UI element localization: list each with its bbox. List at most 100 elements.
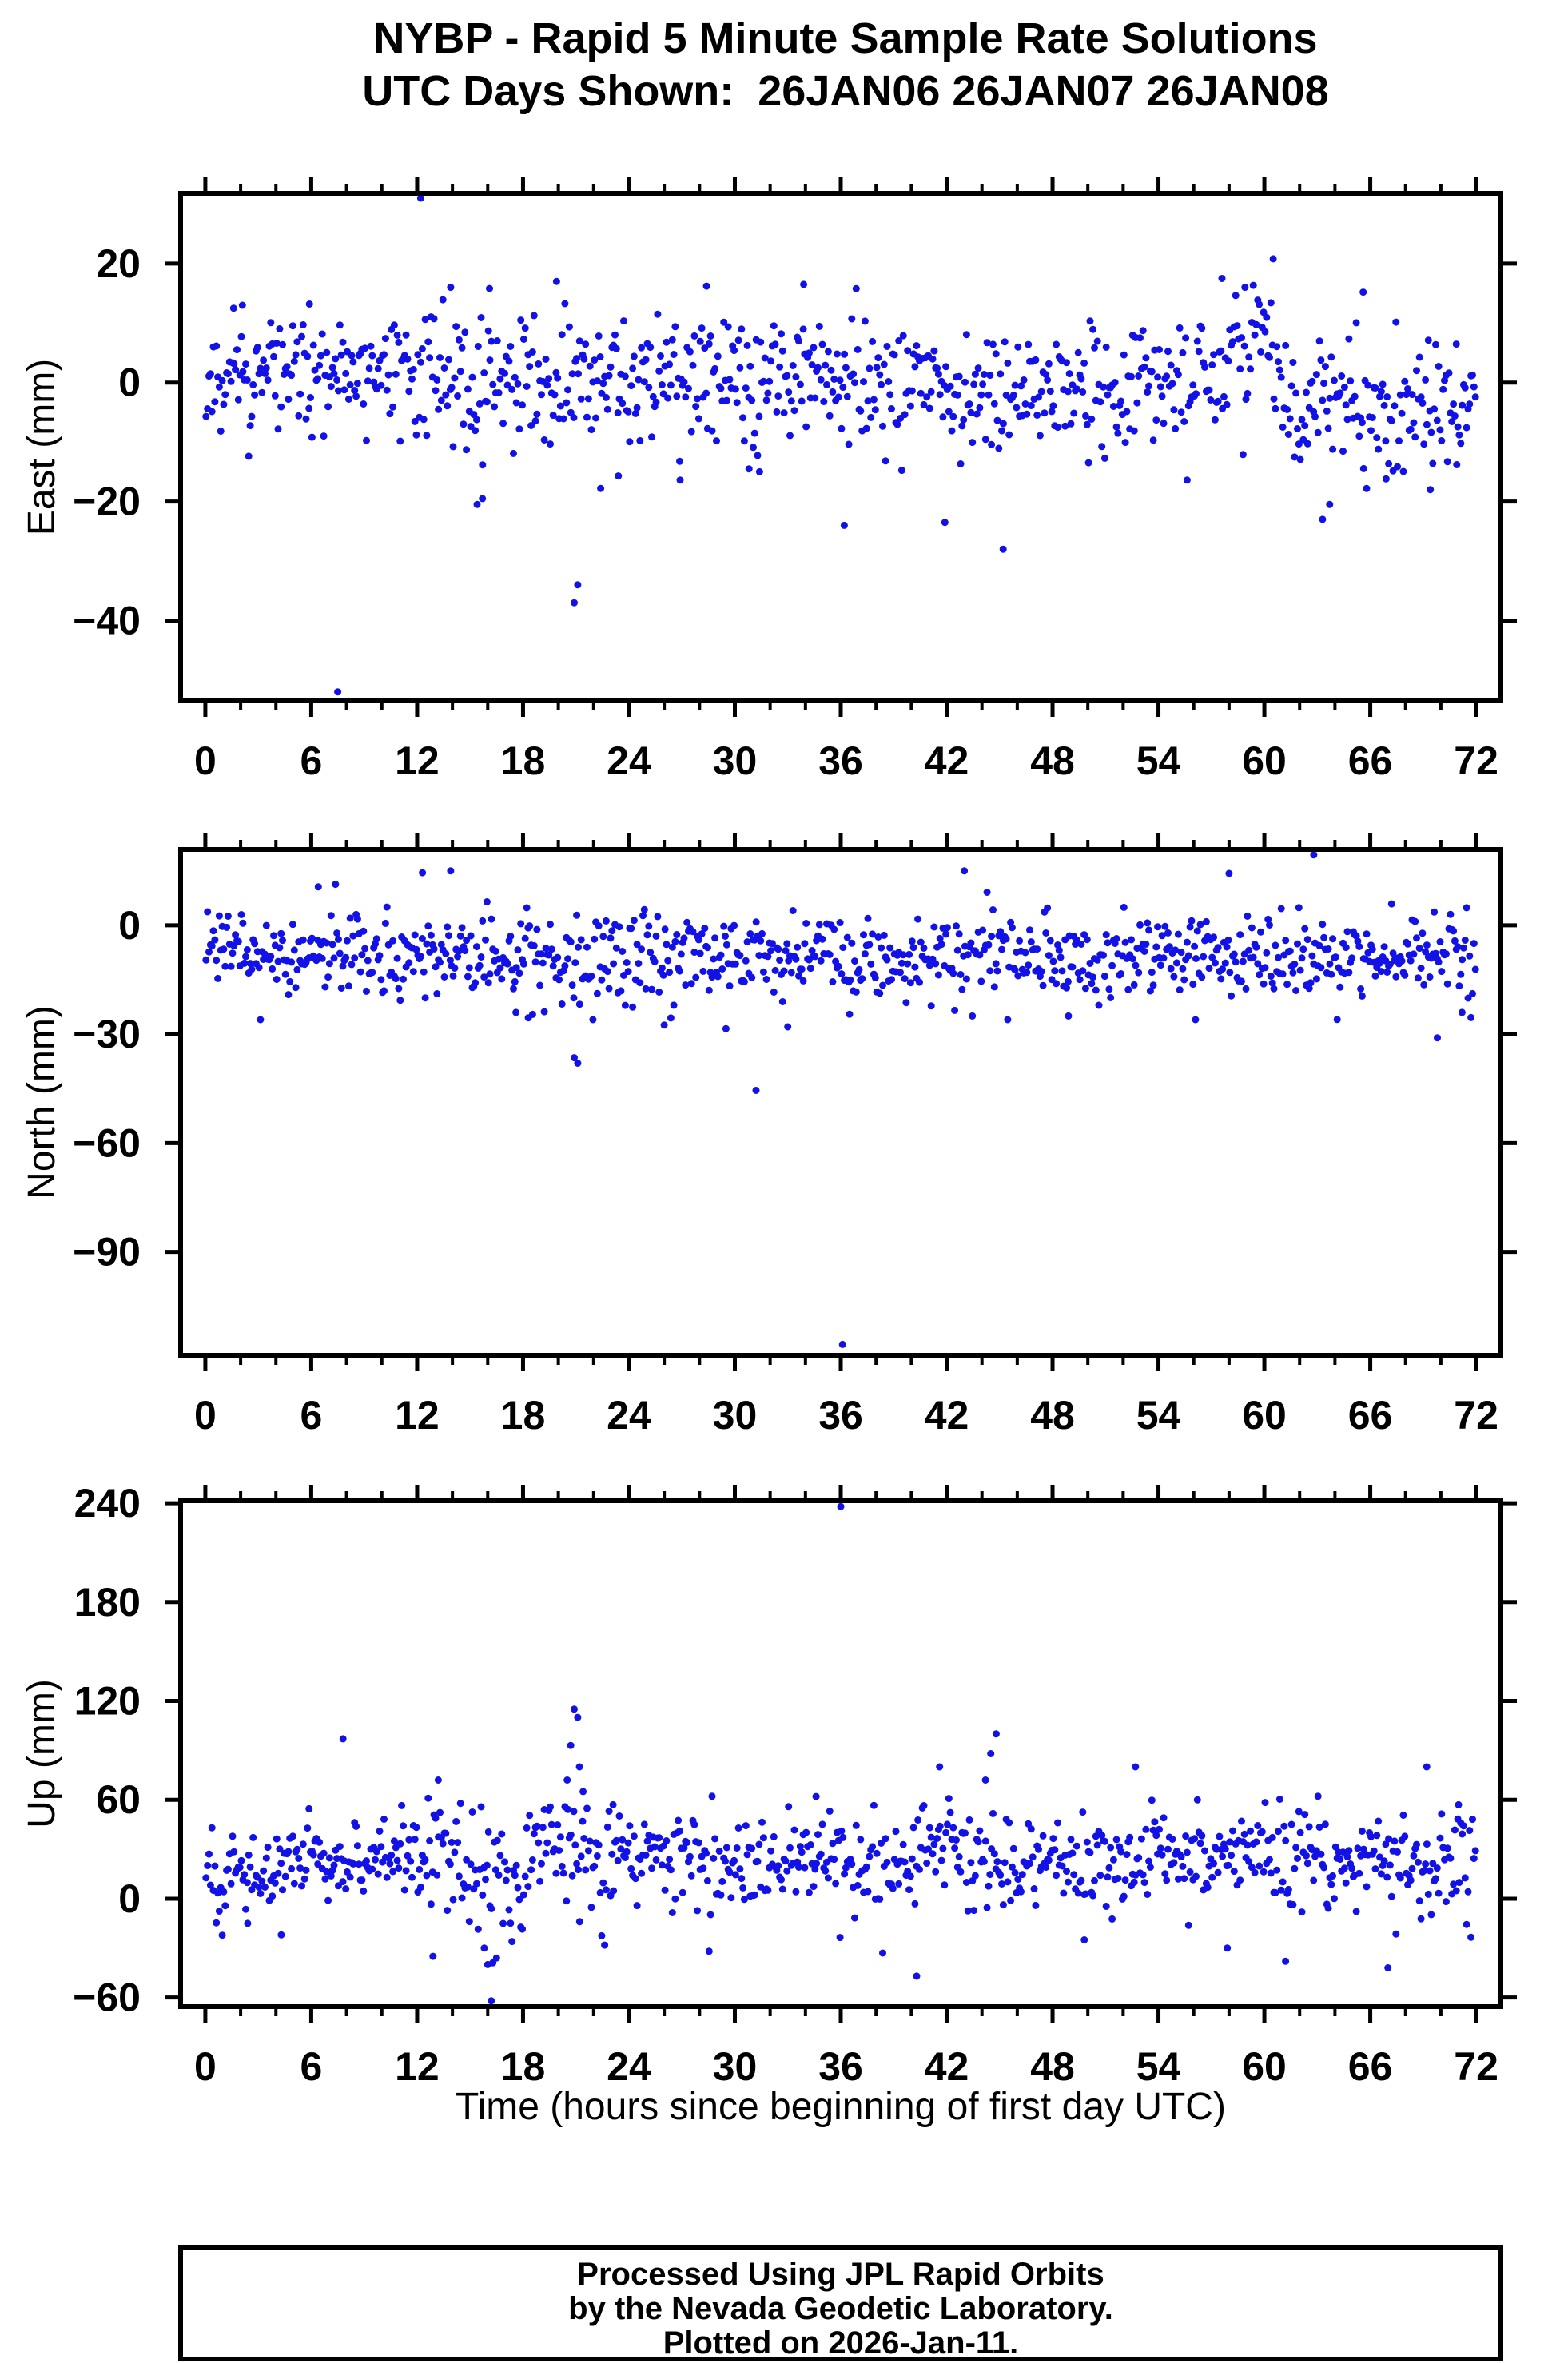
data-point bbox=[1279, 1878, 1287, 1886]
data-point bbox=[456, 368, 464, 376]
data-point bbox=[808, 947, 816, 954]
data-point bbox=[714, 973, 722, 981]
data-point bbox=[417, 358, 424, 366]
data-point-outlier bbox=[812, 1792, 820, 1800]
data-point bbox=[883, 343, 891, 350]
data-point bbox=[813, 1860, 821, 1868]
data-point bbox=[1156, 1825, 1163, 1833]
data-point bbox=[621, 1001, 629, 1009]
data-point bbox=[258, 388, 266, 396]
data-point bbox=[274, 1869, 282, 1877]
x-tick-label: 6 bbox=[300, 2044, 323, 2089]
data-point bbox=[1193, 1796, 1201, 1804]
data-point bbox=[826, 951, 834, 958]
data-point bbox=[1263, 313, 1271, 321]
data-point bbox=[299, 321, 307, 328]
data-point bbox=[1435, 1889, 1443, 1897]
data-point bbox=[451, 374, 459, 382]
data-point bbox=[703, 1877, 711, 1884]
data-point bbox=[1042, 1864, 1050, 1872]
data-point bbox=[1439, 385, 1447, 393]
data-point bbox=[420, 416, 428, 424]
data-point bbox=[1193, 337, 1201, 345]
data-point bbox=[879, 422, 886, 430]
data-point bbox=[418, 935, 426, 942]
data-point bbox=[536, 981, 544, 989]
data-point bbox=[444, 402, 452, 410]
data-point bbox=[558, 1000, 566, 1008]
data-point-outlier bbox=[567, 1741, 575, 1749]
data-point bbox=[774, 945, 782, 953]
data-point bbox=[269, 1892, 277, 1900]
data-point bbox=[999, 1901, 1007, 1909]
data-point-outlier bbox=[1218, 275, 1226, 282]
data-point bbox=[349, 932, 357, 940]
data-point bbox=[555, 1847, 563, 1854]
data-point bbox=[519, 401, 526, 409]
data-point bbox=[880, 360, 888, 368]
data-point bbox=[1355, 1869, 1363, 1877]
data-point bbox=[780, 967, 788, 975]
data-point bbox=[1436, 1834, 1444, 1842]
data-point bbox=[281, 970, 289, 978]
data-point bbox=[670, 351, 678, 358]
data-point bbox=[1051, 967, 1059, 975]
data-point bbox=[1375, 445, 1383, 453]
data-point bbox=[932, 1868, 940, 1876]
data-point bbox=[1238, 1817, 1245, 1825]
data-point bbox=[421, 994, 429, 1002]
data-point bbox=[997, 1871, 1005, 1879]
data-point bbox=[961, 1829, 969, 1837]
data-point bbox=[1136, 334, 1144, 342]
data-point bbox=[488, 337, 495, 345]
data-point-outlier bbox=[244, 1919, 252, 1927]
data-point bbox=[1205, 386, 1213, 394]
data-point bbox=[224, 370, 232, 378]
data-point bbox=[1272, 941, 1279, 949]
data-point bbox=[970, 380, 978, 388]
data-point bbox=[1083, 420, 1091, 428]
data-point bbox=[939, 1844, 947, 1852]
data-point bbox=[386, 410, 394, 418]
data-point bbox=[298, 1882, 305, 1890]
data-point-outlier bbox=[492, 1954, 500, 1962]
data-point bbox=[1117, 1848, 1125, 1856]
data-point bbox=[1339, 1848, 1347, 1856]
data-point bbox=[1102, 343, 1110, 351]
data-point bbox=[1149, 981, 1157, 989]
data-point bbox=[794, 943, 802, 951]
data-point bbox=[965, 400, 973, 408]
data-point bbox=[1021, 949, 1029, 957]
data-point bbox=[1431, 908, 1439, 916]
data-point bbox=[1242, 985, 1250, 993]
data-point bbox=[264, 376, 272, 384]
data-point bbox=[547, 1803, 554, 1811]
data-point bbox=[953, 391, 961, 399]
data-point bbox=[1256, 300, 1264, 308]
data-point bbox=[483, 398, 491, 406]
data-point bbox=[1275, 358, 1282, 366]
x-tick-label: 42 bbox=[925, 2044, 969, 2089]
data-point bbox=[427, 931, 435, 939]
data-point bbox=[208, 1824, 216, 1832]
data-point bbox=[1021, 400, 1029, 408]
data-point bbox=[521, 324, 529, 332]
data-point bbox=[1387, 900, 1395, 908]
data-point bbox=[554, 374, 562, 382]
data-point bbox=[945, 408, 953, 416]
data-point bbox=[1136, 921, 1144, 929]
data-point bbox=[285, 396, 293, 404]
data-point bbox=[629, 1003, 637, 1011]
data-point bbox=[1204, 1884, 1212, 1892]
data-point bbox=[1392, 973, 1400, 981]
data-point bbox=[1182, 334, 1190, 342]
data-point bbox=[1459, 956, 1467, 964]
data-point bbox=[239, 919, 247, 927]
data-point bbox=[755, 1840, 763, 1848]
data-point bbox=[658, 964, 666, 972]
data-point bbox=[1077, 1876, 1085, 1884]
data-point bbox=[279, 1886, 286, 1894]
data-point bbox=[1370, 1847, 1378, 1855]
data-point bbox=[1239, 957, 1247, 965]
data-point bbox=[484, 327, 492, 335]
